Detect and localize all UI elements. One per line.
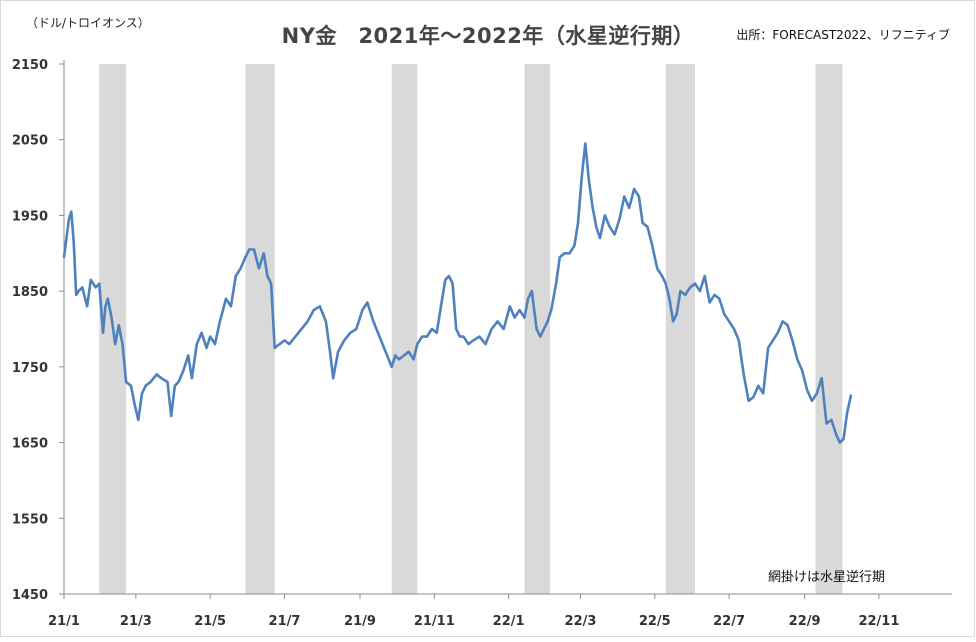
- y-tick-label: 1950: [12, 209, 48, 224]
- y-tick-label: 1450: [12, 588, 48, 603]
- x-tick-label: 21/9: [344, 614, 376, 629]
- shaded-period-6: [815, 64, 843, 594]
- gold-price-line: [62, 142, 853, 444]
- shaded-periods: [99, 64, 843, 594]
- y-unit-label: （ドル/トロイオンス）: [26, 16, 150, 30]
- x-tick-label: 22/3: [565, 614, 597, 629]
- x-tick-label: 22/11: [858, 614, 899, 629]
- x-tick-label: 22/1: [493, 614, 525, 629]
- tick-labels: 1450 1550 1650 1750 1850 1950 2050 2150 21/1 21/3…: [12, 58, 900, 629]
- y-tick-label: 2150: [12, 58, 48, 73]
- source-label: 出所：FORECAST2022、リフニティブ: [736, 28, 950, 42]
- axes: [59, 60, 952, 599]
- y-tick-label: 1550: [12, 512, 48, 527]
- x-tick-label: 21/7: [269, 614, 301, 629]
- shaded-period-3: [391, 64, 418, 594]
- y-tick-label: 2050: [12, 134, 48, 149]
- y-tick-label: 1750: [12, 361, 48, 376]
- x-tick-label: 21/5: [194, 614, 226, 629]
- y-tick-label: 1650: [12, 437, 48, 452]
- x-tick-label: 22/7: [713, 614, 745, 629]
- shaded-period-5: [665, 64, 695, 594]
- x-tick-label: 21/1: [48, 614, 80, 629]
- x-tick-label: 21/3: [120, 614, 152, 629]
- x-tick-label: 22/5: [639, 614, 671, 629]
- y-tick-label: 1850: [12, 285, 48, 300]
- x-tick-label: 22/9: [789, 614, 821, 629]
- chart-title: NY金 2021年～2022年（水星逆行期）: [281, 24, 695, 48]
- x-tick-label: 21/11: [414, 614, 455, 629]
- price-line-layer: [62, 142, 853, 444]
- shading-note: 網掛けは水星逆行期: [768, 570, 886, 585]
- shaded-period-2: [245, 64, 275, 594]
